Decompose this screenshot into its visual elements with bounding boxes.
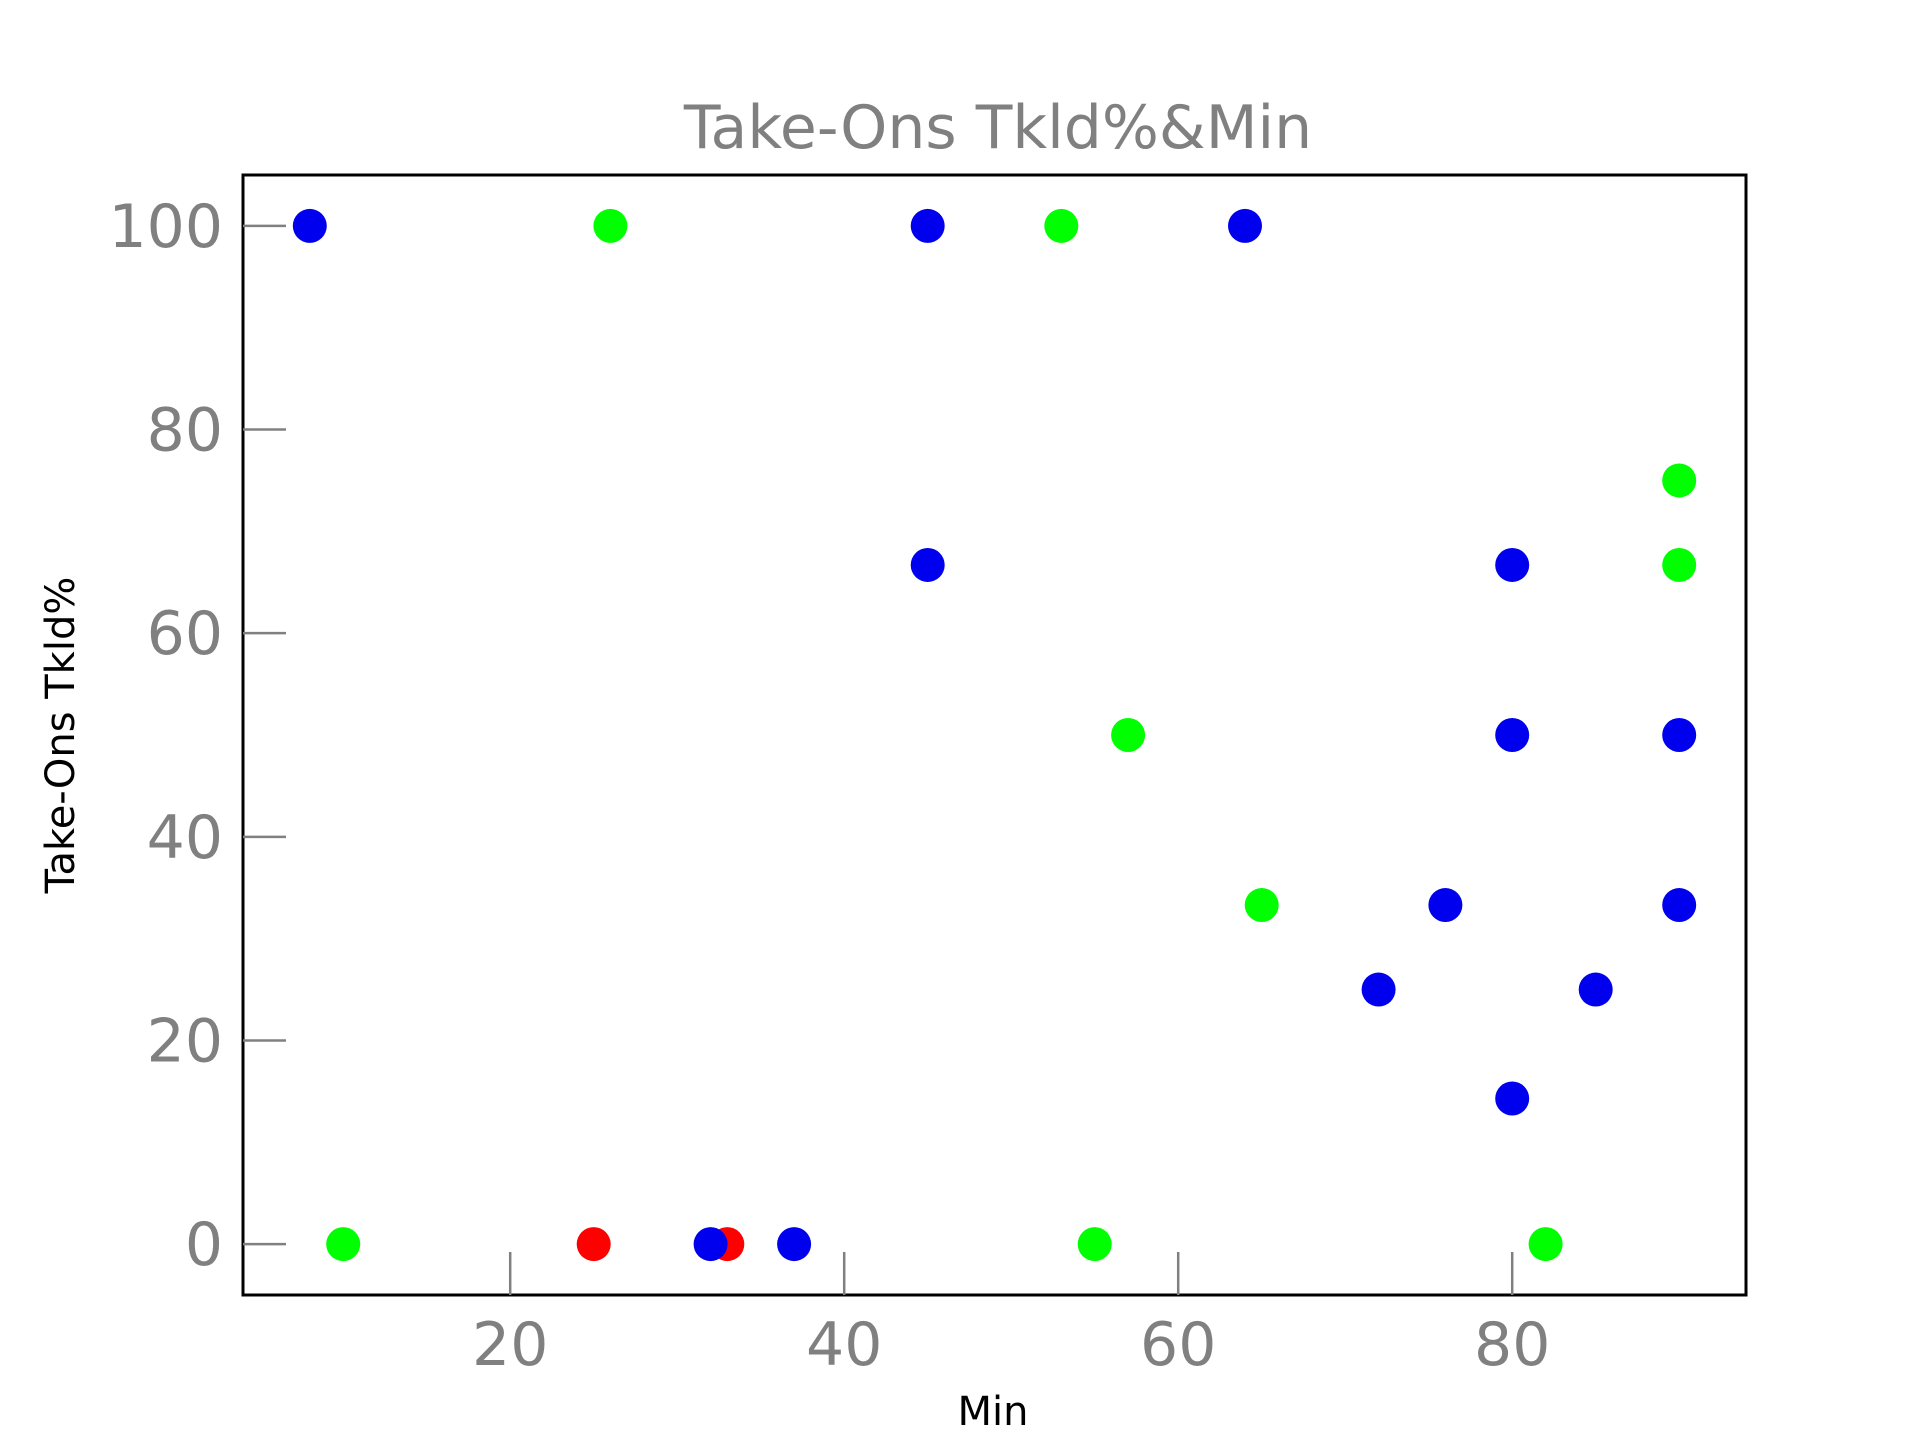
y-axis-ticks: 0 20 40 60 80 100	[108, 192, 286, 1280]
y-tick-label: 0	[185, 1210, 223, 1280]
chart-title: Take-Ons Tkld%&Min	[683, 93, 1312, 163]
scatter-point	[1361, 972, 1396, 1007]
scatter-point	[1495, 1081, 1530, 1116]
y-tick-label: 100	[108, 192, 223, 262]
scatter-point	[1662, 463, 1697, 498]
scatter-point	[1111, 718, 1146, 752]
x-tick-label: 20	[472, 1310, 548, 1380]
scatter-point	[593, 208, 628, 243]
scatter-point	[910, 208, 945, 243]
x-axis-ticks: 20 40 60 80	[472, 1252, 1550, 1380]
scatter-point	[326, 1227, 361, 1262]
scatter-point	[1662, 547, 1697, 582]
scatter-point	[1495, 718, 1530, 752]
scatter-point	[910, 547, 945, 582]
scatter-point	[292, 208, 327, 243]
scatter-point	[576, 1227, 611, 1262]
x-tick-label: 40	[806, 1310, 882, 1380]
y-tick-label: 80	[147, 396, 223, 466]
scatter-point	[693, 1227, 728, 1262]
scatter-point	[1044, 208, 1079, 243]
x-tick-label: 60	[1140, 1310, 1216, 1380]
scatter-point	[1495, 547, 1530, 582]
data-points	[292, 208, 1697, 1262]
y-tick-label: 20	[147, 1006, 223, 1076]
y-axis-label: Take-Ons Tkld%	[38, 577, 84, 895]
y-tick-label: 40	[147, 803, 223, 873]
x-axis-label: Min	[958, 1389, 1029, 1435]
scatter-point	[1228, 208, 1262, 243]
scatter-point	[1528, 1227, 1563, 1262]
scatter-point	[777, 1227, 812, 1262]
scatter-point	[1662, 718, 1697, 752]
y-tick-label: 60	[147, 599, 223, 669]
scatter-point	[1662, 888, 1697, 923]
plot-frame	[241, 173, 1748, 1297]
scatter-point	[1428, 888, 1463, 923]
plot-area: 0 20 40 60 80 100 20 40 60 80	[108, 173, 1748, 1380]
scatter-point	[1244, 888, 1279, 923]
scatter-point	[1077, 1227, 1112, 1262]
x-tick-label: 80	[1474, 1310, 1550, 1380]
scatter-point	[1578, 972, 1613, 1007]
